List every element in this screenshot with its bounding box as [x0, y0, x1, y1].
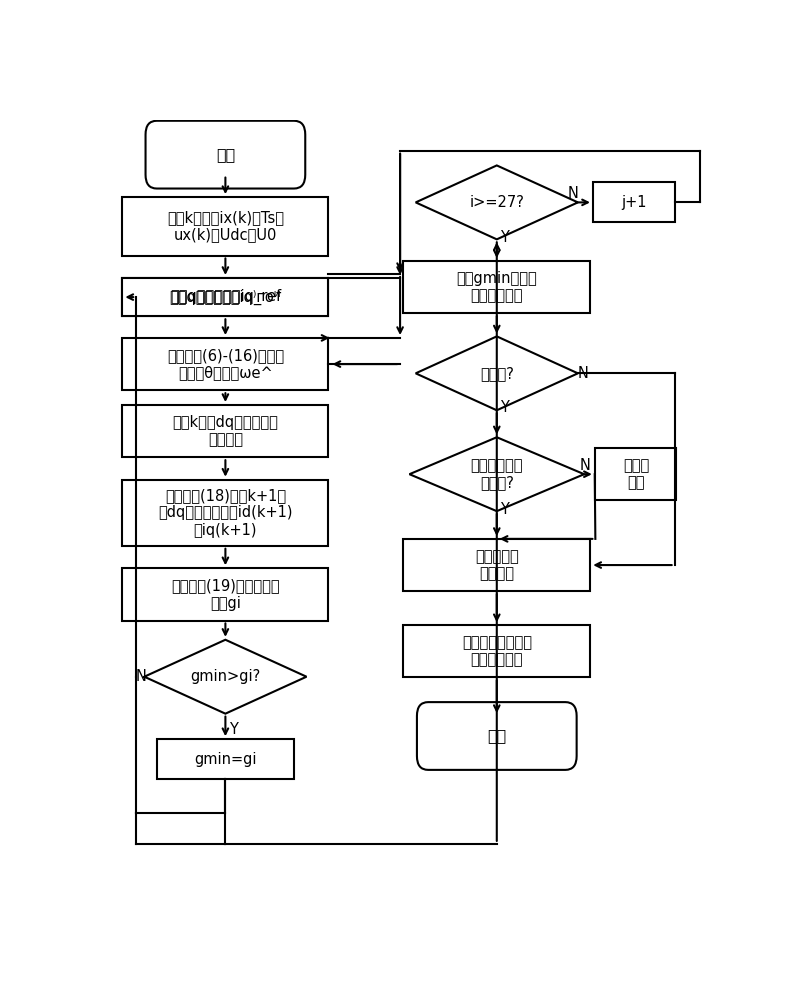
Bar: [122, 338, 328, 390]
Bar: [403, 625, 590, 677]
Text: 选择为最优
电压矢量: 选择为最优 电压矢量: [475, 549, 518, 581]
Polygon shape: [415, 336, 578, 410]
Bar: [122, 197, 328, 256]
Text: Y: Y: [501, 502, 510, 517]
Text: Y: Y: [229, 722, 238, 737]
Text: Y: Y: [501, 230, 510, 245]
Bar: [403, 261, 590, 313]
Bar: [122, 278, 328, 316]
Text: N: N: [580, 458, 591, 473]
Text: 结束: 结束: [487, 728, 506, 744]
Text: 计算k时刻dq轴的定子电
流和电压: 计算k时刻dq轴的定子电 流和电压: [172, 415, 279, 447]
Text: N: N: [568, 186, 578, 201]
Text: 有利于中点电
位平衡?: 有利于中点电 位平衡?: [471, 458, 523, 490]
Text: j+1: j+1: [621, 195, 646, 210]
Text: N: N: [577, 366, 588, 381]
Text: 通过公式(6)-(16)计算转
子位置θ和转速ωe^: 通过公式(6)-(16)计算转 子位置θ和转速ωe^: [167, 348, 284, 380]
Bar: [122, 405, 328, 457]
Polygon shape: [410, 437, 584, 511]
Polygon shape: [144, 640, 307, 714]
Text: 计算q轴电流参考iq⁾ᴦᴏᴻ: 计算q轴电流参考iq⁾ᴦᴏᴻ: [170, 290, 281, 305]
Bar: [122, 278, 328, 316]
Text: gmin=gi: gmin=gi: [194, 752, 257, 767]
Bar: [157, 739, 294, 779]
Bar: [122, 480, 328, 546]
FancyBboxPatch shape: [417, 702, 576, 770]
Polygon shape: [415, 165, 578, 239]
Text: 输出最优电压矢量
对应开关状态: 输出最优电压矢量 对应开关状态: [462, 635, 532, 668]
Text: N: N: [136, 669, 147, 684]
Bar: [403, 539, 590, 591]
Text: 获取k时刻的ix(k)、Ts、
ux(k)、Udc、U0: 获取k时刻的ix(k)、Ts、 ux(k)、Udc、U0: [167, 210, 284, 242]
Text: 开始: 开始: [216, 147, 235, 162]
Text: 根据公式(18)计算k+1时
刻dq轴的定子电流id(k+1)
和iq(k+1): 根据公式(18)计算k+1时 刻dq轴的定子电流id(k+1) 和iq(k+1): [158, 488, 293, 538]
Bar: [596, 448, 676, 500]
Text: gmin>gi?: gmin>gi?: [190, 669, 261, 684]
Bar: [593, 182, 675, 222]
Text: 输出gmin对应的
基本电压矢量: 输出gmin对应的 基本电压矢量: [456, 271, 537, 303]
Text: 小矢量?: 小矢量?: [480, 366, 514, 381]
Text: 计算q轴电流参考iq_ref: 计算q轴电流参考iq_ref: [170, 289, 281, 305]
Text: i>=27?: i>=27?: [469, 195, 524, 210]
Bar: [122, 568, 328, 620]
FancyBboxPatch shape: [146, 121, 305, 189]
Text: 计算公式(19)价值函数的
输出gi: 计算公式(19)价值函数的 输出gi: [171, 578, 279, 611]
Text: Y: Y: [501, 400, 510, 415]
Text: 冗余小
矢量: 冗余小 矢量: [623, 458, 649, 490]
